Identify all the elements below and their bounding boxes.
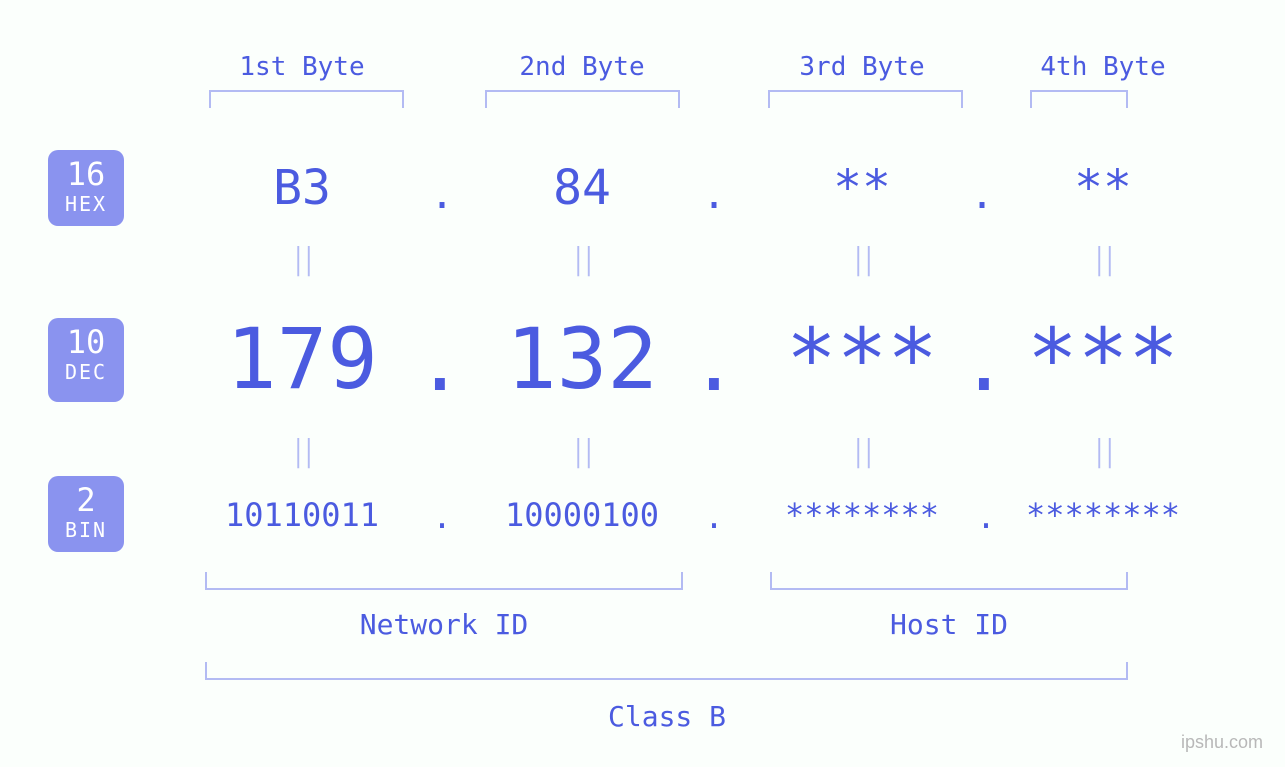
watermark: ipshu.com [1181,732,1263,753]
byte-label-3: 3rd Byte [799,52,924,82]
bin-dot-1: . [432,498,451,536]
dec-byte-2: 132 [506,310,658,408]
byte-bracket-1 [209,90,404,108]
network-id-label: Network ID [360,608,529,641]
bin-byte-3: ******** [785,496,939,534]
byte-label-2: 2nd Byte [519,52,644,82]
base-badge-dec: 10 DEC [48,318,124,402]
byte-label-4: 4th Byte [1040,52,1165,82]
class-label: Class B [608,700,726,733]
dec-byte-1: 179 [226,310,378,408]
byte-label-1: 1st Byte [239,52,364,82]
base-badge-dec-num: 10 [48,324,124,361]
equals-hex-dec-2: || [571,242,592,277]
bin-dot-3: . [976,498,995,536]
hex-dot-1: . [430,172,454,218]
hex-byte-2: 84 [553,160,611,216]
bin-byte-2: 10000100 [505,496,659,534]
byte-bracket-2 [485,90,680,108]
hex-byte-1: B3 [273,160,331,216]
dec-byte-3: *** [786,310,938,408]
equals-hex-dec-4: || [1092,242,1113,277]
equals-dec-bin-2: || [571,434,592,469]
base-badge-bin-name: BIN [48,519,124,541]
dec-dot-2: . [690,316,738,409]
hex-dot-3: . [970,172,994,218]
base-badge-hex-name: HEX [48,193,124,215]
class-bracket [205,662,1128,680]
hex-dot-2: . [702,172,726,218]
equals-dec-bin-3: || [851,434,872,469]
equals-hex-dec-1: || [291,242,312,277]
base-badge-hex-num: 16 [48,156,124,193]
dec-dot-3: . [960,316,1008,409]
host-id-label: Host ID [890,608,1008,641]
base-badge-hex: 16 HEX [48,150,124,226]
dec-dot-1: . [416,316,464,409]
bin-dot-2: . [704,498,723,536]
host-id-bracket [770,572,1128,590]
network-id-bracket [205,572,683,590]
dec-byte-4: *** [1027,310,1179,408]
bin-byte-1: 10110011 [225,496,379,534]
base-badge-bin: 2 BIN [48,476,124,552]
equals-dec-bin-1: || [291,434,312,469]
byte-bracket-3 [768,90,963,108]
base-badge-bin-num: 2 [48,482,124,519]
bin-byte-4: ******** [1026,496,1180,534]
hex-byte-4: ** [1074,160,1132,216]
byte-bracket-4 [1030,90,1128,108]
base-badge-dec-name: DEC [48,361,124,383]
equals-dec-bin-4: || [1092,434,1113,469]
hex-byte-3: ** [833,160,891,216]
equals-hex-dec-3: || [851,242,872,277]
